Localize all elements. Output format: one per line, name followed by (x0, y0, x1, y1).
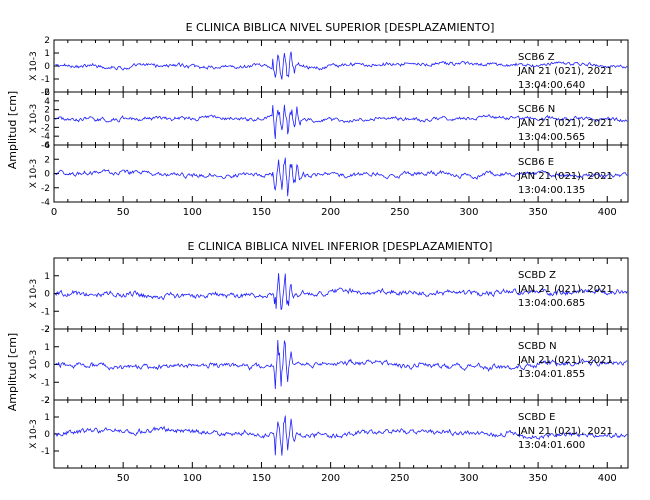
waveform-trace (55, 51, 628, 80)
trace-date: JAN 21 (021), 2021 (517, 426, 613, 437)
x-tick-label: 250 (390, 207, 409, 218)
y-tick-label: -2 (41, 325, 50, 335)
trace-date: JAN 21 (021), 2021 (517, 118, 613, 129)
y-tick-label: 2 (44, 155, 50, 165)
trace-time: 13:04:00.685 (518, 298, 585, 309)
trace-date: JAN 21 (021), 2021 (517, 171, 613, 182)
x-tick-label: 0 (51, 207, 57, 218)
trace-date: JAN 21 (021), 2021 (517, 284, 613, 295)
y-tick-label: -2 (41, 123, 50, 133)
bottom-ylabel: Amplitud [cm] (6, 333, 19, 411)
y-tick-label: -1 (41, 307, 50, 317)
x-tick-label: 400 (598, 473, 617, 484)
scale-label: X 10-3 (29, 51, 39, 80)
waveform-trace (55, 339, 628, 390)
x-tick-label: 200 (321, 473, 340, 484)
x-tick-label: 100 (183, 207, 202, 218)
y-tick-label: 0 (44, 361, 50, 371)
scale-label: X 10-3 (29, 159, 39, 188)
station-label: SCBD N (518, 341, 557, 352)
station-label: SCB6 Z (518, 52, 555, 63)
station-label: SCB6 E (518, 157, 554, 168)
scale-label: X 10-3 (29, 419, 39, 448)
y-tick-label: 0 (44, 430, 50, 440)
waveform-trace (55, 273, 628, 310)
y-tick-label: -4 (41, 198, 50, 208)
trace-time: 13:04:00.565 (518, 132, 585, 143)
y-tick-label: 4 (44, 97, 50, 107)
y-tick-label: 1 (44, 272, 50, 282)
trace-time: 13:04:01.600 (518, 440, 585, 451)
y-tick-label: 1 (44, 413, 50, 423)
x-tick-label: 300 (459, 207, 478, 218)
x-tick-label: 100 (183, 473, 202, 484)
x-tick-label: 400 (598, 207, 617, 218)
x-tick-label: 350 (529, 473, 548, 484)
station-label: SCBD Z (518, 270, 556, 281)
station-label: SCBD E (518, 412, 555, 423)
y-tick-label: 2 (44, 325, 50, 335)
y-tick-label: 2 (44, 36, 50, 46)
waveform-trace (55, 157, 628, 197)
trace-panels: -2 -1 0 1 2 X 10-3 SCB6 Z JAN 21 (021), 2021 13:… (29, 36, 629, 484)
y-tick-label: 0 (44, 62, 50, 72)
y-tick-label: -2 (41, 88, 50, 98)
bottom-chart-title: E CLINICA BIBLICA NIVEL INFERIOR [DESPLA… (188, 240, 493, 253)
y-tick-label: 4 (44, 141, 50, 151)
trace-time: 13:04:00.135 (518, 185, 585, 196)
station-label: SCB6 N (518, 104, 555, 115)
y-tick-label: 0 (44, 115, 50, 125)
trace-panel-scbd-z: -2 -1 0 1 X 10-3 SCBD Z JAN 21 (021), 2021 13:0… (29, 257, 629, 335)
y-tick-label: -1 (41, 447, 50, 457)
x-tick-label: 250 (390, 473, 409, 484)
x-tick-label: 50 (117, 207, 130, 218)
scale-label: X 10-3 (29, 104, 39, 133)
trace-panel-scbd-e: -1 0 1 2 X 10-3 SCBD E JAN 21 (021), 2021 13:04… (29, 396, 629, 469)
x-tick-label: 300 (459, 473, 478, 484)
y-tick-label: 6 (44, 88, 50, 98)
trace-date: JAN 21 (021), 2021 (517, 66, 613, 77)
x-tick-label: 150 (252, 473, 271, 484)
top-chart-title: E CLINICA BIBLICA NIVEL SUPERIOR [DESPLA… (186, 21, 495, 34)
waveform-trace (55, 104, 628, 139)
trace-time: 13:04:00.640 (518, 80, 585, 91)
scale-label: X 10-3 (29, 279, 39, 308)
y-tick-label: -4 (41, 132, 50, 142)
y-tick-label: -6 (41, 141, 50, 151)
y-tick-label: -1 (41, 378, 50, 388)
y-tick-label: -2 (41, 396, 50, 406)
y-tick-label: 0 (44, 290, 50, 300)
y-tick-label: -2 (41, 184, 50, 194)
scale-label: X 10-3 (29, 350, 39, 379)
x-tick-label: 50 (117, 473, 130, 484)
trace-panel-scb6-z: -2 -1 0 1 2 X 10-3 SCB6 Z JAN 21 (021), 2021 13:… (29, 36, 629, 98)
y-tick-label: 2 (44, 396, 50, 406)
waveform-trace (55, 415, 628, 456)
trace-time: 13:04:01.855 (518, 369, 585, 380)
top-ylabel: Amplitud [cm] (6, 91, 19, 169)
y-tick-label: 1 (44, 49, 50, 59)
trace-panel-scb6-e: -4 -2 0 2 4 X 10-3 SCB6 E JAN 21 (021), 2021 13:… (29, 141, 629, 208)
trace-date: JAN 21 (021), 2021 (517, 355, 613, 366)
x-tick-label: 350 (529, 207, 548, 218)
x-tick-label: 150 (252, 207, 271, 218)
y-tick-label: 0 (44, 170, 50, 180)
y-tick-label: -1 (41, 75, 50, 85)
y-tick-label: 1 (44, 343, 50, 353)
y-tick-label: 2 (44, 106, 50, 116)
x-tick-label: 200 (321, 207, 340, 218)
trace-panel-scbd-n: -2 -1 0 1 2 X 10-3 SCBD N JAN 21 (021), 2021 13:… (29, 325, 629, 406)
